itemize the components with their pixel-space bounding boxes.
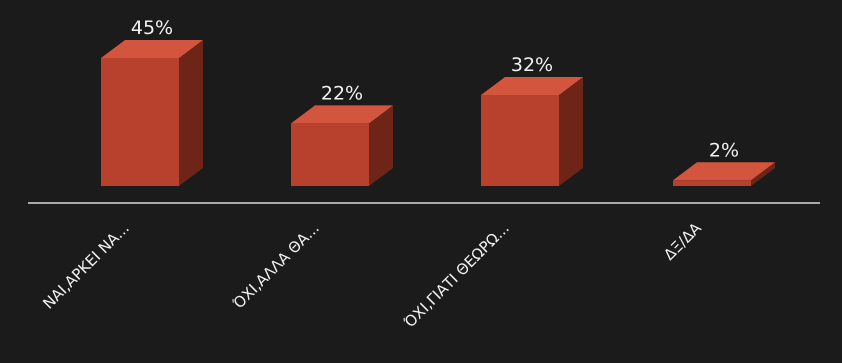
category-label-3: ΌΧΙ,ΓΙΑΤΙ ΘΕΩΡΩ... [400, 219, 513, 332]
bar-front-1 [101, 58, 179, 186]
bar-side-4 [751, 162, 775, 186]
data-label-2: 22% [321, 82, 363, 104]
bar-side-1 [179, 40, 203, 186]
category-label-1: ΝΑΙ,ΑΡΚΕΙ ΝΑ... [39, 219, 133, 313]
data-label-4: 2% [709, 139, 739, 161]
bar-top-3 [481, 76, 583, 95]
bar-front-3 [481, 94, 559, 186]
bar-top-1 [101, 40, 203, 58]
data-label-1: 45% [131, 17, 173, 39]
bar-top-4 [673, 162, 775, 181]
bar-top-2 [291, 105, 393, 124]
data-label-3: 32% [511, 54, 553, 76]
category-label-2: ΌΧΙ,ΑΛΛΑ ΘΑ... [229, 219, 323, 313]
bar-front-2 [291, 123, 369, 186]
bar-front-4 [673, 180, 751, 186]
category-label-4: ΔΞ/ΔΑ [660, 219, 705, 264]
bar-side-3 [559, 76, 583, 186]
bar-side-2 [369, 105, 393, 186]
